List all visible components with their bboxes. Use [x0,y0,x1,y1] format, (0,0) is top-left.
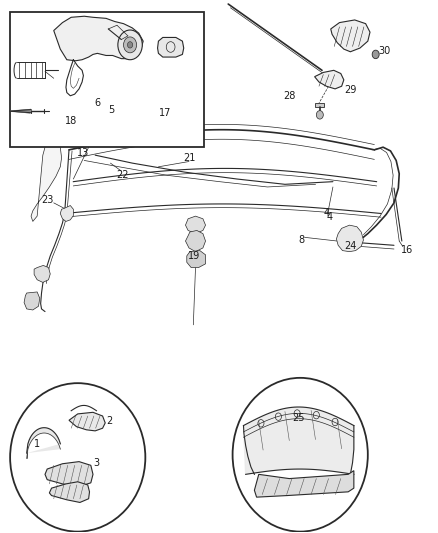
Polygon shape [60,206,73,221]
Polygon shape [24,292,40,310]
Text: 29: 29 [343,85,356,95]
Polygon shape [14,110,31,113]
Polygon shape [69,413,105,431]
Polygon shape [330,20,369,52]
Polygon shape [243,407,353,474]
Ellipse shape [10,383,145,531]
Text: 24: 24 [343,241,356,252]
Text: 17: 17 [159,108,171,118]
Text: 2: 2 [106,416,113,426]
Text: 22: 22 [116,171,129,180]
Polygon shape [315,103,323,108]
Text: 30: 30 [378,46,390,56]
Polygon shape [49,482,89,503]
Circle shape [127,42,132,48]
Text: 8: 8 [298,235,304,245]
Circle shape [316,111,322,119]
Text: 23: 23 [41,195,53,205]
Polygon shape [45,462,93,487]
Text: 19: 19 [187,251,200,261]
Circle shape [117,30,142,60]
Text: 21: 21 [182,153,195,163]
Polygon shape [53,16,143,61]
Text: 1: 1 [34,439,40,449]
Polygon shape [157,37,184,57]
Polygon shape [31,136,61,221]
Circle shape [123,37,136,53]
Text: 6: 6 [94,98,100,108]
Ellipse shape [232,378,367,531]
Polygon shape [34,265,50,282]
Text: 3: 3 [93,458,99,467]
Text: 25: 25 [292,413,304,423]
Text: 13: 13 [77,148,89,158]
Polygon shape [186,251,205,268]
Bar [10,12,204,147]
Text: 5: 5 [108,105,114,115]
Polygon shape [10,110,31,113]
Text: 4: 4 [325,212,332,222]
Text: 4: 4 [322,208,328,219]
Polygon shape [314,70,343,89]
Text: 18: 18 [65,116,77,126]
Polygon shape [254,471,353,497]
Text: 28: 28 [283,91,295,101]
Polygon shape [185,216,205,233]
Text: 16: 16 [400,245,412,255]
Polygon shape [336,225,363,252]
Polygon shape [185,230,205,252]
Circle shape [371,50,378,59]
